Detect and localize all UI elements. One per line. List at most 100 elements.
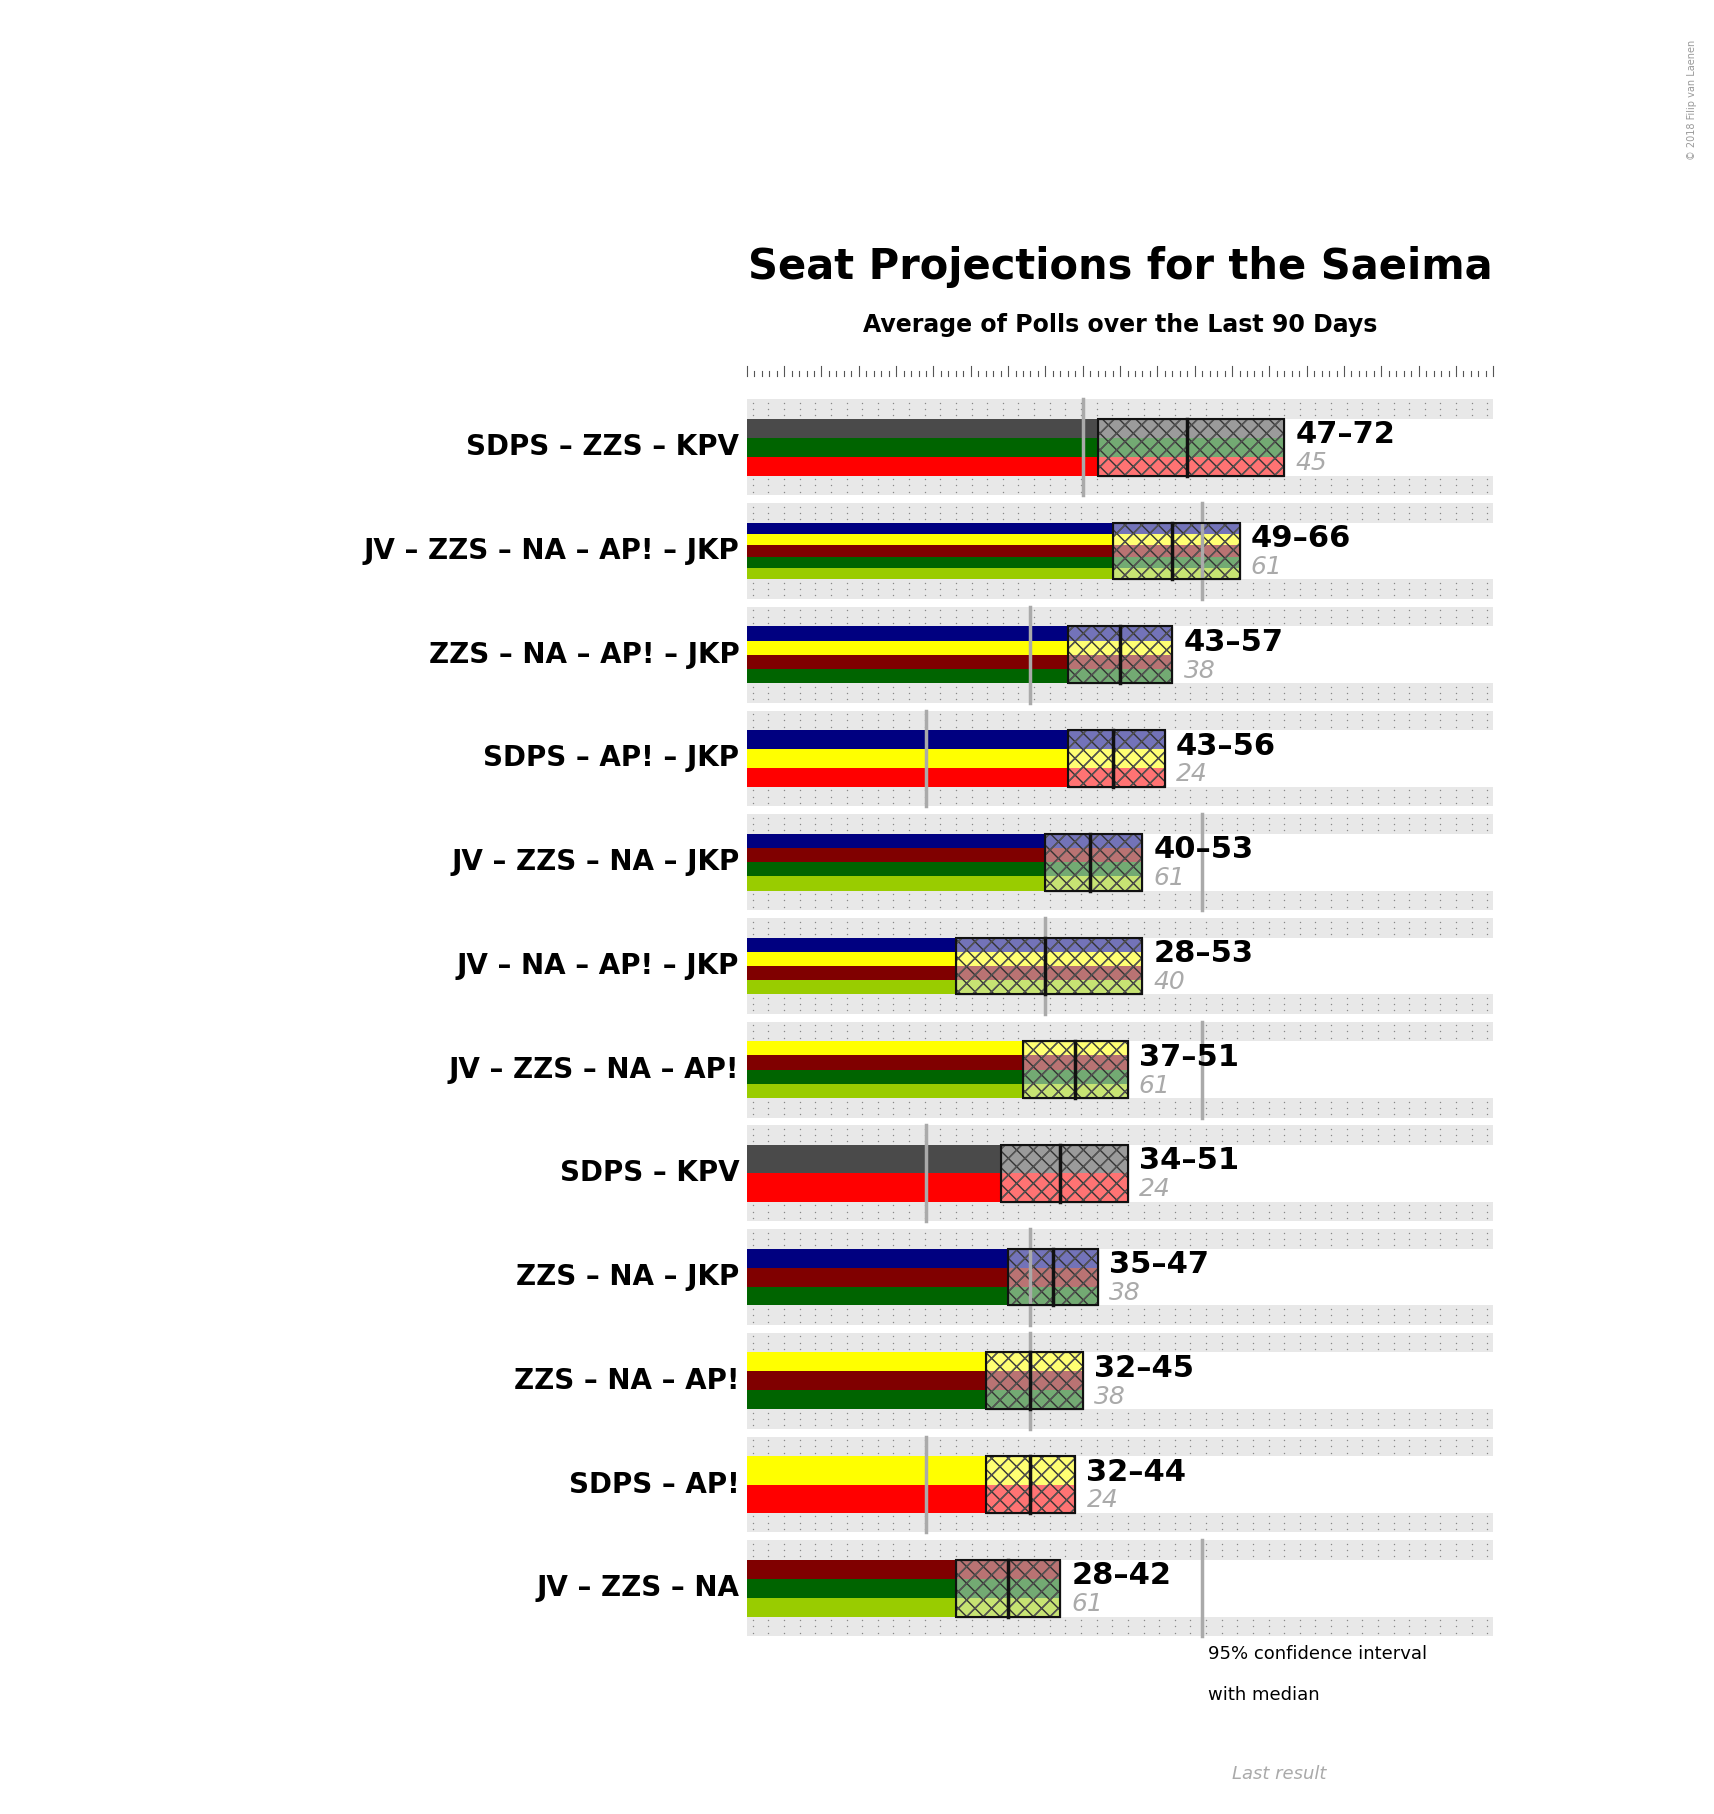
Bar	[1112, 568, 1239, 579]
Bar	[1023, 1041, 1128, 1097]
Bar	[747, 1513, 1493, 1533]
Bar	[747, 787, 1493, 807]
Bar	[1210, 1692, 1239, 1738]
Bar	[1046, 834, 1143, 891]
Text: 40–53: 40–53	[1154, 834, 1255, 863]
Bar	[1046, 862, 1143, 876]
Bar	[747, 1560, 956, 1578]
Bar	[986, 1484, 1075, 1513]
Text: 43–56: 43–56	[1176, 731, 1277, 760]
Bar	[747, 1021, 1493, 1041]
Bar	[747, 1306, 1493, 1324]
Bar	[747, 1041, 1023, 1056]
Bar	[956, 1560, 1061, 1578]
Text: JV – NA – AP! – JKP: JV – NA – AP! – JKP	[458, 952, 739, 980]
Bar	[1068, 626, 1172, 684]
Text: 28–53: 28–53	[1154, 940, 1253, 969]
Text: SDPS – AP!: SDPS – AP!	[569, 1471, 739, 1498]
Bar	[747, 729, 1068, 749]
Bar	[1068, 626, 1172, 684]
Bar	[1097, 457, 1284, 475]
Bar	[747, 1390, 986, 1409]
Bar	[747, 876, 1046, 891]
Bar	[747, 608, 1493, 626]
Bar	[1068, 626, 1172, 640]
Text: SDPS – KPV: SDPS – KPV	[560, 1159, 739, 1188]
Bar	[747, 980, 956, 994]
Bar	[747, 399, 1493, 419]
Bar	[1097, 419, 1284, 437]
Bar	[986, 1457, 1075, 1513]
Bar	[1068, 640, 1172, 655]
Bar	[986, 1457, 1075, 1513]
Text: 61: 61	[1138, 1074, 1171, 1097]
Text: 32–45: 32–45	[1094, 1353, 1195, 1382]
Text: 37–51: 37–51	[1138, 1043, 1239, 1072]
Text: ZZS – NA – AP!: ZZS – NA – AP!	[514, 1366, 739, 1395]
Bar	[1241, 1692, 1272, 1738]
Text: 45: 45	[1296, 452, 1327, 475]
Bar	[747, 1437, 1493, 1457]
Bar	[747, 475, 1493, 495]
Text: © 2018 Filip van Laenen: © 2018 Filip van Laenen	[1687, 40, 1697, 160]
Text: 40: 40	[1154, 970, 1186, 994]
Bar	[747, 579, 1493, 599]
Bar	[747, 814, 1493, 834]
Bar	[956, 938, 1143, 994]
Bar	[747, 640, 1068, 655]
Bar	[1068, 767, 1166, 787]
Bar	[1112, 522, 1239, 579]
Text: 95% confidence interval: 95% confidence interval	[1208, 1645, 1428, 1663]
Bar	[747, 1333, 1493, 1353]
Text: JV – ZZS – NA – AP!: JV – ZZS – NA – AP!	[449, 1056, 739, 1083]
Bar	[956, 1578, 1061, 1598]
Bar	[747, 767, 1068, 787]
Bar	[747, 1174, 1001, 1201]
Text: 61: 61	[1154, 865, 1186, 891]
Text: 24: 24	[1087, 1489, 1118, 1513]
Bar	[956, 938, 1143, 994]
Bar	[747, 1540, 1493, 1560]
Bar	[747, 965, 956, 980]
Bar	[1046, 834, 1143, 891]
Bar	[1097, 419, 1284, 475]
Bar	[747, 1230, 1493, 1248]
Bar	[1023, 1041, 1128, 1097]
Bar	[1068, 729, 1166, 749]
Bar	[747, 1578, 956, 1598]
Bar	[747, 533, 1112, 546]
Text: 35–47: 35–47	[1109, 1250, 1208, 1279]
Text: 43–57: 43–57	[1184, 628, 1284, 657]
Text: Seat Projections for the Saeima: Seat Projections for the Saeima	[747, 247, 1493, 288]
Bar	[1046, 834, 1143, 891]
Bar	[747, 669, 1068, 684]
Bar	[747, 1286, 1008, 1306]
Bar	[747, 1598, 956, 1616]
Bar	[747, 522, 1112, 533]
Bar	[1068, 749, 1166, 767]
Text: 38: 38	[1109, 1281, 1140, 1304]
Text: Average of Polls over the Last 90 Days: Average of Polls over the Last 90 Days	[862, 312, 1378, 337]
Bar	[1023, 1056, 1128, 1070]
Bar	[1112, 522, 1239, 579]
Bar	[747, 918, 1493, 938]
Bar	[747, 1097, 1493, 1117]
Bar	[986, 1353, 1083, 1409]
Text: 38: 38	[1184, 658, 1215, 682]
Bar	[956, 938, 1143, 952]
Bar	[747, 1616, 1493, 1636]
Bar	[1001, 1145, 1128, 1201]
Bar	[1008, 1248, 1097, 1306]
Bar	[747, 1201, 1493, 1221]
Bar	[1023, 1083, 1128, 1097]
Bar	[1001, 1145, 1128, 1174]
Bar	[747, 1083, 1023, 1097]
Bar	[1068, 626, 1172, 684]
Bar	[747, 1409, 1493, 1429]
Text: JV – ZZS – NA – AP! – JKP: JV – ZZS – NA – AP! – JKP	[363, 537, 739, 564]
Text: 24: 24	[1176, 762, 1208, 787]
Bar	[1023, 1041, 1128, 1097]
Bar	[747, 1484, 986, 1513]
Bar	[956, 1560, 1061, 1616]
Bar	[1097, 437, 1284, 457]
